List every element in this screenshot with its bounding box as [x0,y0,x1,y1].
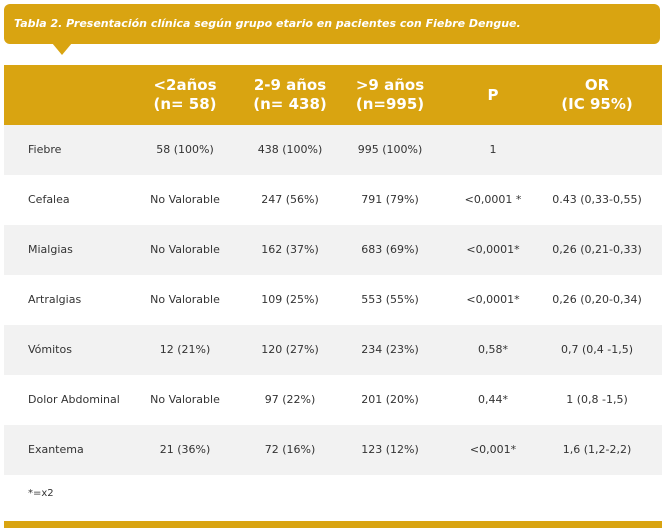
table-row: Fiebre 58 (100%) 438 (100%) 995 (100%) 1 [4,125,662,175]
table: <2años (n= 58) 2-9 años (n= 438) >9 años (n=9… [4,65,662,515]
table-cell: 0,58* [478,343,508,356]
table-cell: 12 (21%) [159,343,211,356]
table-cell: 438 (100%) [257,143,323,156]
header-line: OR [584,76,610,94]
table-cell: 1,6 (1,2-2,2) [562,443,632,456]
row-label: Dolor Abdominal [28,393,120,406]
header-cell: 2-9 años (n= 438) [235,65,345,125]
bottom-bar [4,521,662,528]
table-cell: 234 (23%) [361,343,419,356]
table-cell: 58 (100%) [156,143,214,156]
table-cell: 21 (36%) [159,443,211,456]
table-cell: 683 (69%) [361,243,419,256]
table-cell: 247 (56%) [261,193,319,206]
header-cell: >9 años (n=995) [335,65,445,125]
table-cell: No Valorable [150,393,220,406]
header-line: >9 años [355,76,425,94]
caption-pointer [52,43,72,55]
table-row: Vómitos 12 (21%) 120 (27%) 234 (23%) 0,58* 0,… [4,325,662,375]
table-cell: 1 [489,143,497,156]
table-cell: <0,0001 * [464,193,522,206]
table-cell: 0,26 (0,21-0,33) [552,243,642,256]
table-cell: No Valorable [150,193,220,206]
row-label: Fiebre [28,143,62,156]
table-row: Cefalea No Valorable 247 (56%) 791 (79%) <0,… [4,175,662,225]
row-label: Vómitos [28,343,72,356]
table-cell: 120 (27%) [261,343,319,356]
table-cell: 201 (20%) [361,393,419,406]
table-row: Exantema 21 (36%) 72 (16%) 123 (12%) <0,001*… [4,425,662,475]
table-cell: 1 (0,8 -1,5) [566,393,628,406]
row-label: Exantema [28,443,84,456]
header-line: 2-9 años [253,76,327,94]
row-label: Mialgias [28,243,73,256]
table-cell: 72 (16%) [264,443,316,456]
row-label: Cefalea [28,193,70,206]
table-cell: <0,0001* [466,293,520,306]
header-cell: OR (IC 95%) [542,65,652,125]
table-cell: 553 (55%) [361,293,419,306]
footnote: *=x2 [28,488,54,499]
table-cell: 123 (12%) [361,443,419,456]
header-cell: <2años (n= 58) [130,65,240,125]
table-cell: 109 (25%) [261,293,319,306]
header-line: (n= 58) [153,95,217,113]
table-cell: No Valorable [150,293,220,306]
table-cell: 0,7 (0,4 -1,5) [560,343,634,356]
header-row: <2años (n= 58) 2-9 años (n= 438) >9 años (n=9… [4,65,662,125]
table-cell: 0,26 (0,20-0,34) [552,293,642,306]
header-line: <2años [153,76,217,94]
header-line: (IC 95%) [561,95,633,113]
table-row: Dolor Abdominal No Valorable 97 (22%) 201 (… [4,375,662,425]
row-label: Artralgias [28,293,82,306]
table-cell: No Valorable [150,243,220,256]
table-cell: <0,0001* [466,243,520,256]
table-cell: 791 (79%) [361,193,419,206]
table-cell: 0,44* [478,393,508,406]
header-line: P [487,85,499,104]
caption: Tabla 2. Presentación clínica según grup… [4,4,660,44]
header-line: (n=995) [355,95,425,113]
table-cell: 995 (100%) [357,143,423,156]
table-cell: 0.43 (0,33-0,55) [552,193,642,206]
table-row: Artralgias No Valorable 109 (25%) 553 (55%)… [4,275,662,325]
table-cell: <0,001* [469,443,517,456]
table-cell: 97 (22%) [264,393,316,406]
table-cell: 162 (37%) [261,243,319,256]
header-cell: P [438,65,548,125]
table-row: Mialgias No Valorable 162 (37%) 683 (69%) <0… [4,225,662,275]
header-line: (n= 438) [253,95,327,113]
